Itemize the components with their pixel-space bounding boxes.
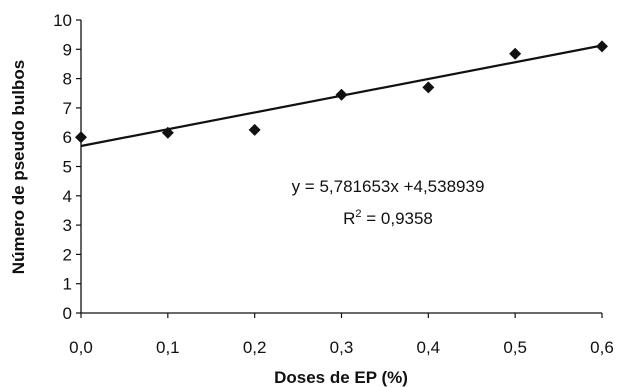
y-tick-label: 1 <box>63 275 72 294</box>
axes <box>80 20 602 314</box>
data-point <box>248 123 261 136</box>
data-point <box>161 126 174 139</box>
data-point <box>422 81 435 94</box>
x-tick-label: 0,3 <box>330 338 354 357</box>
r-squared-value: = 0,9358 <box>362 209 433 228</box>
x-tick-label: 0,1 <box>156 338 180 357</box>
data-points <box>75 40 608 144</box>
y-tick-label: 5 <box>63 158 72 177</box>
y-tick-label: 6 <box>63 128 72 147</box>
y-tick-label: 9 <box>63 40 72 59</box>
y-axis-title: Número de pseudo bulbos <box>9 60 28 274</box>
data-point <box>75 131 87 144</box>
y-axis-ticks: 0 1 2 3 4 5 6 7 8 9 10 <box>53 11 81 323</box>
x-axis-ticks: 0,0 0,1 0,2 0,3 0,4 0,5 0,6 <box>69 313 614 357</box>
x-tick-label: 0,4 <box>417 338 441 357</box>
y-tick-label: 8 <box>63 70 72 89</box>
r-squared-symbol: R <box>343 209 355 228</box>
r-squared-label: R2 = 0,9358 <box>343 208 433 228</box>
x-tick-label: 0,6 <box>590 338 614 357</box>
data-point <box>509 47 522 60</box>
equation-label: y = 5,781653x +4,538939 <box>292 177 485 196</box>
y-tick-label: 7 <box>63 99 72 118</box>
y-tick-label: 2 <box>63 245 72 264</box>
y-tick-label: 3 <box>63 216 72 235</box>
x-tick-label: 0,0 <box>69 338 93 357</box>
data-point <box>596 40 608 53</box>
x-tick-label: 0,2 <box>243 338 267 357</box>
x-tick-label: 0,5 <box>503 338 527 357</box>
y-tick-label: 4 <box>63 187 72 206</box>
y-tick-label: 0 <box>63 304 72 323</box>
y-tick-label: 10 <box>53 11 72 30</box>
data-point <box>335 88 348 101</box>
r-squared-exponent: 2 <box>355 208 361 220</box>
x-axis-title: Doses de EP (%) <box>274 368 408 387</box>
